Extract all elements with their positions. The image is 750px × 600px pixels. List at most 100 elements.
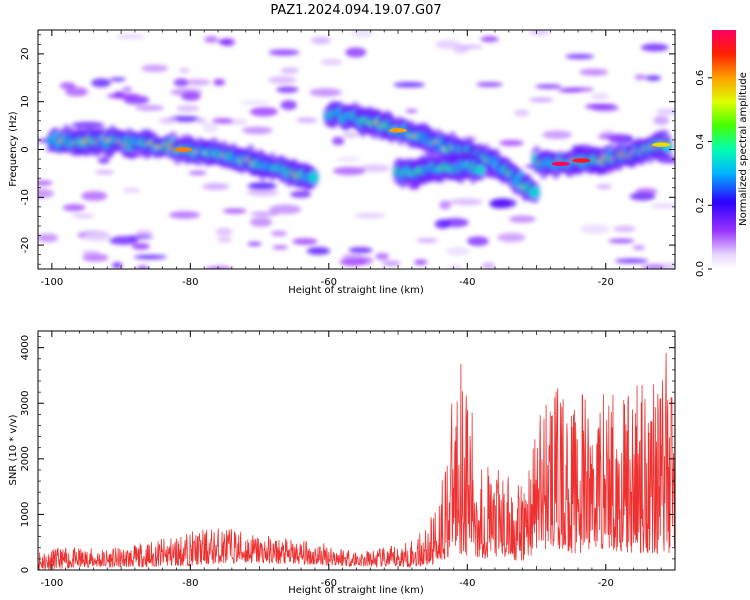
spectral-speckle bbox=[348, 246, 373, 254]
spectral-speckle bbox=[280, 67, 300, 74]
snr-y-tick-label: 3000 bbox=[20, 391, 31, 416]
spectrogram-x-tick-label: -60 bbox=[321, 277, 337, 288]
spectral-speckle bbox=[310, 36, 332, 45]
spectrogram-x-tick-label: -40 bbox=[459, 277, 475, 288]
spectral-speckle bbox=[375, 252, 390, 260]
ridge-body-lower bbox=[475, 164, 486, 175]
spectral-speckle bbox=[141, 64, 169, 72]
spectral-speckle bbox=[292, 238, 318, 245]
spectral-speckle bbox=[405, 109, 418, 114]
spectral-speckle bbox=[176, 104, 200, 112]
spectral-speckle bbox=[381, 260, 401, 266]
spectral-speckle bbox=[634, 74, 647, 80]
spectral-speckle bbox=[62, 204, 86, 212]
spectral-speckle bbox=[136, 265, 149, 269]
spectral-speckle bbox=[267, 76, 297, 84]
spectral-speckle bbox=[127, 235, 154, 240]
snr-x-tick-label: -100 bbox=[40, 578, 63, 589]
snr-x-tick-label: -80 bbox=[182, 578, 198, 589]
spectral-speckle bbox=[268, 49, 300, 56]
spectral-speckle bbox=[655, 109, 675, 115]
spectral-peak bbox=[551, 161, 570, 167]
spectrogram-y-axis-label: Frequency (Hz) bbox=[8, 111, 19, 187]
snr-y-tick-label: 0 bbox=[20, 567, 31, 573]
spectral-speckle bbox=[280, 100, 297, 110]
colorbar-tick-label: 0.2 bbox=[695, 197, 706, 213]
spectral-speckle bbox=[656, 156, 675, 164]
spectral-speckle bbox=[629, 192, 656, 201]
colorbar-gradient bbox=[712, 30, 736, 269]
spectral-speckle bbox=[342, 131, 359, 139]
spectral-speckle bbox=[72, 213, 95, 219]
spectral-speckle bbox=[38, 188, 55, 199]
snr-x-axis-label: Height of straight line (km) bbox=[288, 585, 424, 596]
spectral-speckle bbox=[579, 224, 611, 235]
spectral-speckle bbox=[333, 166, 366, 176]
spectral-speckle bbox=[613, 225, 636, 233]
spectral-speckle bbox=[354, 212, 386, 219]
figure-title: PAZ1.2024.094.19.07.G07 bbox=[270, 3, 441, 18]
spectral-speckle bbox=[585, 103, 617, 110]
spectral-speckle bbox=[445, 246, 470, 256]
spectral-speckle bbox=[339, 257, 367, 267]
spectral-speckle bbox=[133, 254, 167, 260]
spectral-speckle bbox=[557, 88, 583, 93]
colorbar-label: Normalized spectral amplitude bbox=[738, 72, 749, 226]
spectral-speckle bbox=[272, 245, 289, 250]
colorbar-ticks: 0.0 0.2 0.4 0.6 bbox=[695, 70, 712, 277]
spectral-speckle bbox=[91, 78, 111, 88]
spectral-speckle bbox=[455, 44, 484, 49]
ridge-body-upper bbox=[529, 186, 540, 198]
spectral-speckle bbox=[290, 190, 312, 198]
spectral-speckle bbox=[181, 91, 201, 101]
colorbar-tick-label: 0.0 bbox=[695, 261, 706, 277]
spectral-speckle bbox=[217, 236, 232, 243]
spectral-speckle bbox=[83, 232, 112, 242]
spectral-speckle bbox=[81, 191, 108, 201]
spectral-speckle bbox=[335, 157, 361, 162]
spectral-speckle bbox=[320, 58, 343, 66]
snr-x-tick-label: -20 bbox=[598, 578, 614, 589]
spectral-speckle bbox=[201, 183, 230, 191]
spectrogram-x-tick-label: -80 bbox=[182, 277, 198, 288]
spectral-speckle bbox=[97, 157, 110, 164]
spectral-speckle bbox=[106, 93, 140, 99]
spectral-speckle bbox=[204, 35, 219, 43]
spectral-speckle bbox=[434, 219, 451, 229]
spectral-speckle bbox=[497, 232, 526, 243]
spectral-speckle bbox=[178, 68, 190, 73]
spectral-speckle bbox=[82, 253, 109, 262]
spectral-speckle bbox=[247, 182, 277, 190]
spectrogram-y-tick-label: -10 bbox=[20, 189, 31, 205]
spectral-speckle bbox=[309, 88, 342, 97]
spectrogram-y-tick-label: 10 bbox=[20, 95, 31, 108]
spectral-speckle bbox=[59, 82, 76, 90]
spectral-speckle bbox=[269, 204, 302, 215]
spectral-speckle bbox=[595, 184, 612, 189]
snr-y-tick-label: 2000 bbox=[20, 446, 31, 471]
spectral-speckle bbox=[222, 208, 247, 214]
spectral-speckle bbox=[489, 198, 511, 209]
spectral-speckle bbox=[270, 230, 287, 237]
spectral-speckle bbox=[608, 238, 635, 244]
spectral-speckle bbox=[131, 242, 150, 250]
spectral-speckle bbox=[38, 180, 53, 186]
spectral-speckle bbox=[249, 106, 278, 117]
spectral-speckle bbox=[111, 261, 123, 269]
snr-x-ticks: -100 -80 -60 -40 -20 bbox=[37, 331, 676, 589]
spectral-speckle bbox=[211, 118, 234, 124]
snr-y-axis-label: SNR (10 * v/v) bbox=[8, 414, 19, 485]
spectral-speckle bbox=[414, 259, 428, 266]
spectral-speckle bbox=[449, 198, 483, 206]
spectral-amplitude-field bbox=[38, 30, 675, 269]
spectral-peak bbox=[174, 147, 193, 152]
spectral-speckle bbox=[513, 109, 530, 117]
colorbar-tick-label: 0.6 bbox=[695, 70, 706, 86]
spectral-speckle bbox=[341, 254, 364, 259]
spectral-speckle bbox=[215, 227, 233, 236]
spectral-speckle bbox=[109, 77, 126, 82]
spectral-speckle bbox=[351, 30, 373, 38]
spectral-speckle bbox=[82, 250, 100, 255]
